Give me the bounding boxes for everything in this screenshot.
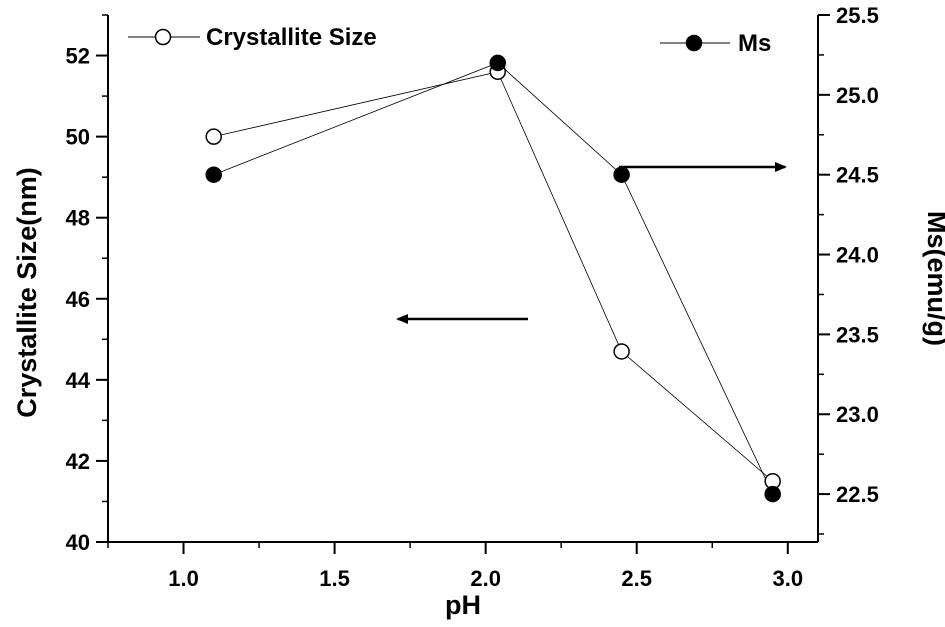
left-axis-ticks: 40 42 44 46 48 50 52 [66, 14, 108, 555]
right-tick-label: 24.5 [836, 163, 879, 188]
data-point-ms [489, 54, 506, 72]
right-axis-title: Ms(emu/g) [922, 211, 945, 346]
x-tick-label: 1.0 [168, 566, 199, 591]
right-tick-label: 25.5 [836, 3, 879, 28]
right-tick-label: 23.5 [836, 322, 879, 347]
left-tick-label: 40 [66, 530, 90, 555]
legend-ms: Ms [660, 30, 771, 57]
left-tick-label: 52 [66, 44, 90, 69]
data-point-ms [205, 166, 222, 183]
legend-crystallite-size: Crystallite Size [128, 24, 377, 51]
right-axis-ticks: 22.5 23.0 23.5 24.0 24.5 25.0 25.5 [818, 3, 879, 535]
series-line-ms [213, 62, 774, 495]
data-point-crystallite-size [613, 343, 630, 360]
data-point-ms [764, 485, 781, 503]
x-axis-title: pH [445, 590, 481, 620]
left-tick-label: 42 [66, 449, 90, 474]
left-tick-label: 48 [66, 206, 90, 231]
right-tick-label: 23.0 [836, 402, 879, 427]
legend-open-circle-marker [154, 28, 172, 46]
legend-label-ms: Ms [738, 30, 771, 57]
x-tick-label: 2.0 [470, 566, 501, 591]
series-lines [213, 62, 774, 495]
legend-filled-circle-marker [685, 34, 703, 52]
x-tick-label: 2.5 [621, 566, 652, 591]
series-line-crystallite-size [213, 71, 773, 482]
left-axis-title: Crystallite Size(nm) [12, 167, 42, 418]
data-point-crystallite-size [205, 128, 222, 145]
series-points [205, 54, 781, 503]
right-tick-label: 25.0 [836, 83, 879, 108]
left-tick-label: 44 [66, 368, 91, 393]
left-tick-label: 46 [66, 287, 90, 312]
right-tick-label: 22.5 [836, 482, 879, 507]
plot-frame [107, 15, 819, 543]
x-axis-ticks: 1.0 1.5 2.0 2.5 3.0 [107, 542, 803, 591]
legend-label-crystallite-size: Crystallite Size [206, 24, 377, 51]
right-tick-label: 24.0 [836, 243, 879, 268]
x-tick-label: 3.0 [772, 566, 803, 591]
data-point-ms [613, 166, 630, 183]
x-tick-label: 1.5 [319, 566, 350, 591]
left-tick-label: 50 [66, 125, 90, 150]
